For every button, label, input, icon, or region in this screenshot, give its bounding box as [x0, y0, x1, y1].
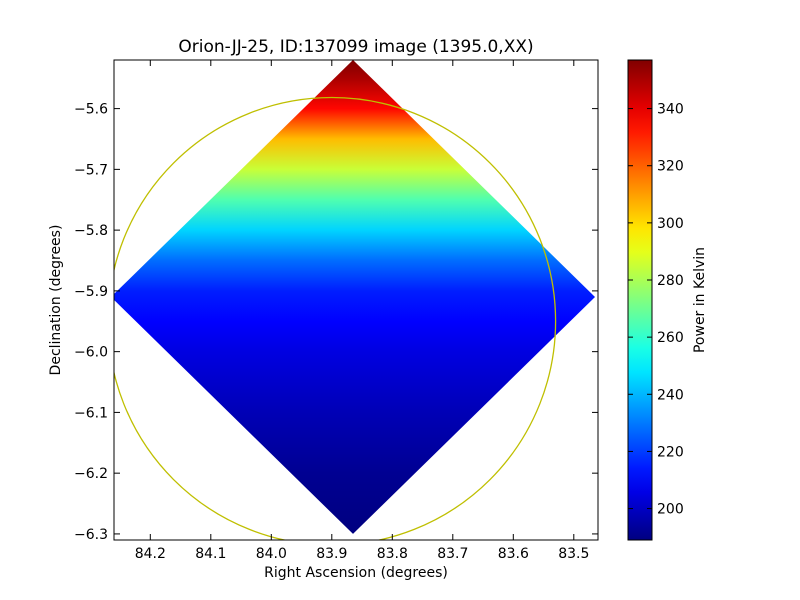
y-tick-label: −6.3	[74, 527, 108, 543]
y-tick-label: −6.1	[74, 405, 108, 421]
colorbar-tick-label: 240	[657, 387, 684, 403]
colorbar-tick-label: 300	[657, 216, 684, 232]
x-tick-label: 83.6	[498, 546, 529, 562]
y-tick-label: −5.8	[74, 223, 108, 239]
x-tick-label: 83.9	[316, 546, 347, 562]
y-tick-label: −5.6	[74, 102, 108, 118]
x-tick-label: 83.8	[377, 546, 408, 562]
y-tick-label: −6.0	[74, 345, 108, 361]
y-tick-label: −5.7	[74, 162, 108, 178]
colorbar-label: Power in Kelvin	[692, 247, 708, 353]
x-axis-label: Right Ascension (degrees)	[264, 565, 448, 581]
colorbar-ticks: 200 220 240 260 280 300 320 340	[628, 102, 684, 518]
y-tick-label: −5.9	[74, 284, 108, 300]
colorbar-tick-label: 260	[657, 330, 684, 346]
colorbar-tick-label: 340	[657, 102, 684, 118]
x-tick-label: 84.0	[256, 546, 287, 562]
y-axis-ticks: −5.6 −5.7 −5.8 −5.9 −6.0 −6.1 −6.2 −6.3	[74, 102, 598, 543]
colorbar: 200 220 240 260 280 300 320 340 Power in Kelvin	[627, 59, 708, 541]
plot-frame	[113, 59, 599, 541]
chart-title: Orion-JJ-25, ID:137099 image (1395.0,XX)	[178, 37, 533, 57]
y-tick-label: −6.2	[74, 466, 108, 482]
colorbar-tick-label: 280	[657, 273, 684, 289]
temperature-map	[114, 60, 595, 534]
x-tick-label: 84.2	[135, 546, 166, 562]
x-tick-label: 83.7	[437, 546, 468, 562]
x-tick-label: 84.1	[195, 546, 226, 562]
beam-circle	[114, 96, 557, 540]
colorbar-tick-label: 220	[657, 444, 684, 460]
y-axis-label: Declination (degrees)	[48, 225, 64, 376]
x-axis-ticks: 84.2 84.1 84.0 83.9 83.8 83.7 83.6 83.5	[135, 60, 589, 562]
colorbar-gradient-bar	[628, 60, 652, 540]
colorbar-tick-label: 200	[657, 502, 684, 518]
colorbar-frame	[627, 59, 653, 541]
plot-area: 84.2 84.1 84.0 83.9 83.8 83.7 83.6 83.5 −5.6−5.…	[74, 59, 599, 562]
x-tick-label: 83.5	[558, 546, 589, 562]
colorbar-tick-label: 320	[657, 159, 684, 175]
